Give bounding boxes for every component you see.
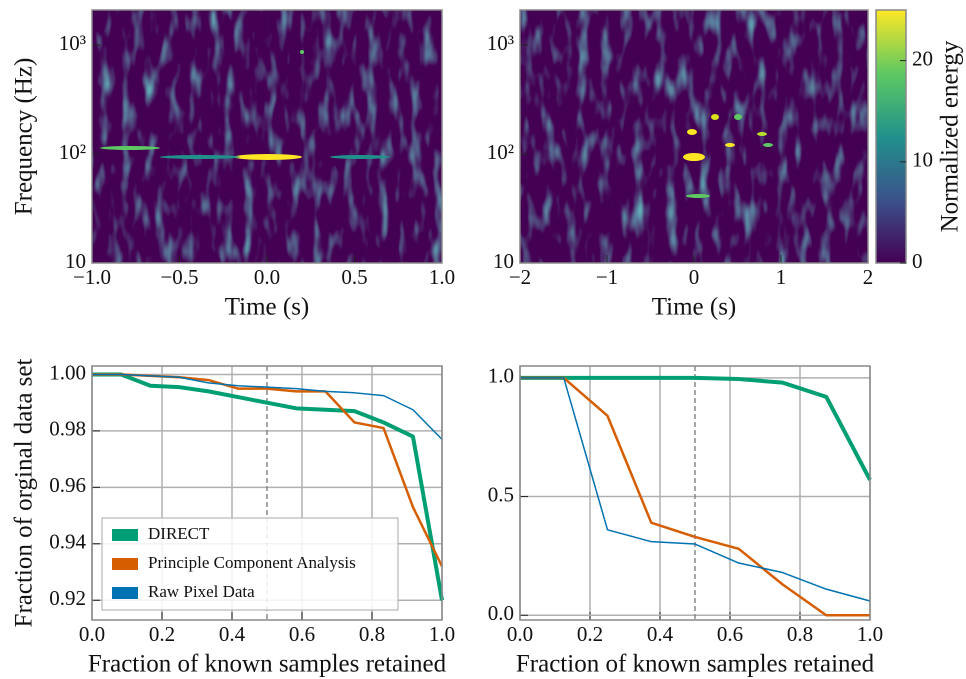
colorbar (875, 9, 907, 264)
spectrogram-texture (92, 10, 442, 263)
legend-label: DIRECT (148, 524, 210, 543)
y-axis-label: Frequency (Hz) (11, 58, 38, 216)
y-tick-label: 0.94 (49, 530, 86, 554)
plot-frame (519, 365, 871, 621)
spectrogram-feature (330, 155, 390, 159)
x-tick-label: 0 (689, 265, 700, 289)
colorbar-tick-label: 10 (912, 148, 933, 172)
y-tick-label: 10³ (59, 31, 86, 55)
x-tick-label: 1.0 (429, 622, 455, 646)
x-tick-label: 2 (863, 265, 874, 289)
colorbar-tick-label: 20 (912, 46, 933, 70)
spectrogram-feature (725, 143, 735, 147)
spectrogram-feature (687, 129, 697, 135)
data-line (520, 376, 870, 617)
spectrogram-feature (686, 194, 710, 198)
legend-box (101, 517, 399, 611)
legend-swatch (112, 587, 138, 599)
y-axis-label: Fraction of orginal data set (11, 358, 38, 627)
y-tick-label: 10 (493, 249, 514, 273)
x-tick-label: 0.4 (219, 622, 246, 646)
y-tick-label: 10³ (487, 31, 514, 55)
data-line (520, 375, 872, 481)
plot-frame (91, 365, 443, 621)
spectrogram-feature (300, 50, 304, 54)
x-tick-label: 0.0 (254, 265, 280, 289)
spectrogram-feature (757, 132, 767, 136)
colorbar-tick-label: 0 (912, 249, 923, 273)
data-line (92, 372, 444, 601)
x-tick-label: 0.5 (341, 265, 367, 289)
spectrogram-feature (160, 155, 240, 159)
x-tick-label: 0.8 (359, 622, 385, 646)
x-tick-label: 0.6 (289, 622, 315, 646)
x-tick-label: 0.0 (507, 622, 533, 646)
x-tick-label: −2 (509, 265, 531, 289)
y-tick-label: 10 (65, 249, 86, 273)
colorbar-label: Normalized energy (937, 40, 964, 232)
legend-label: Raw Pixel Data (148, 582, 255, 601)
y-tick-label: 0.5 (488, 482, 514, 506)
x-tick-label: 0.0 (79, 622, 105, 646)
y-tick-label: 0.92 (49, 586, 86, 610)
x-tick-label: −1 (596, 265, 618, 289)
spectrogram-feature (763, 143, 773, 147)
x-axis-label: Fraction of known samples retained (516, 651, 875, 678)
x-axis-label: Fraction of known samples retained (88, 651, 447, 678)
legend-swatch (112, 529, 138, 541)
spectrogram-texture (520, 10, 868, 263)
spectrogram-feature (734, 114, 742, 120)
spectrogram-feature (100, 146, 160, 150)
y-tick-label: 10² (487, 140, 514, 164)
y-tick-label: 0.0 (488, 601, 514, 625)
x-tick-label: −0.5 (160, 265, 198, 289)
plot-frame (519, 9, 869, 264)
y-tick-label: 10² (59, 140, 86, 164)
x-tick-label: 0.8 (787, 622, 813, 646)
x-tick-label: 1.0 (429, 265, 455, 289)
data-line (520, 377, 871, 602)
x-tick-label: 1.0 (857, 622, 883, 646)
spectrogram-feature (683, 153, 705, 161)
spectrogram-feature (711, 114, 719, 120)
x-axis-label: Time (s) (225, 294, 310, 321)
plot-frame (91, 9, 443, 264)
y-tick-label: 1.00 (49, 360, 86, 384)
legend-label: Principle Component Analysis (148, 553, 356, 572)
x-tick-label: 1 (776, 265, 787, 289)
x-tick-label: 0.2 (577, 622, 603, 646)
x-tick-label: 0.4 (647, 622, 674, 646)
y-tick-label: 0.98 (49, 417, 86, 441)
x-tick-label: 0.6 (717, 622, 743, 646)
y-tick-label: 0.96 (49, 473, 86, 497)
x-axis-label: Time (s) (652, 294, 737, 321)
legend-swatch (112, 558, 138, 570)
data-line (92, 373, 443, 440)
y-tick-label: 1.0 (488, 364, 514, 388)
x-tick-label: −1.0 (73, 265, 111, 289)
spectrogram-feature (234, 154, 302, 160)
x-tick-label: 0.2 (149, 622, 175, 646)
